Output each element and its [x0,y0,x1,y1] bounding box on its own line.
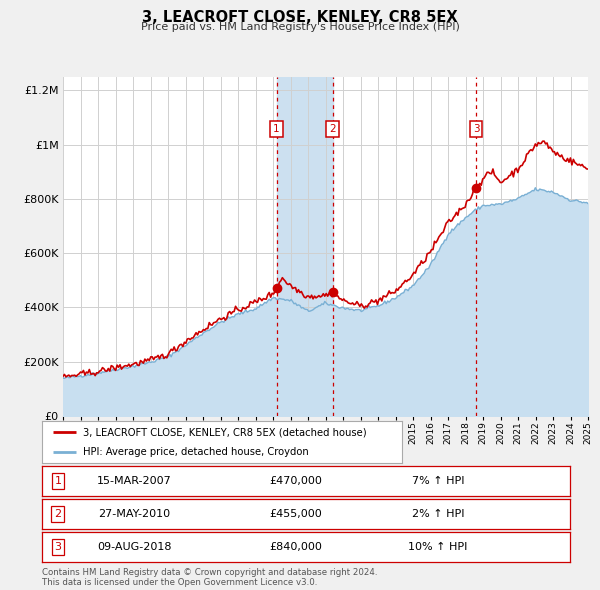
Text: Price paid vs. HM Land Registry's House Price Index (HPI): Price paid vs. HM Land Registry's House … [140,22,460,32]
Text: 3: 3 [473,124,479,135]
Text: 10% ↑ HPI: 10% ↑ HPI [409,542,467,552]
Text: 2% ↑ HPI: 2% ↑ HPI [412,509,464,519]
Text: HPI: Average price, detached house, Croydon: HPI: Average price, detached house, Croy… [83,447,309,457]
Text: 15-MAR-2007: 15-MAR-2007 [97,476,172,486]
Text: 3, LEACROFT CLOSE, KENLEY, CR8 5EX (detached house): 3, LEACROFT CLOSE, KENLEY, CR8 5EX (deta… [83,427,367,437]
Text: 1: 1 [273,124,280,135]
Text: 3, LEACROFT CLOSE, KENLEY, CR8 5EX: 3, LEACROFT CLOSE, KENLEY, CR8 5EX [142,10,458,25]
Text: 2: 2 [329,124,336,135]
Text: £840,000: £840,000 [269,542,322,552]
Text: 09-AUG-2018: 09-AUG-2018 [97,542,172,552]
Text: 27-MAY-2010: 27-MAY-2010 [98,509,170,519]
Text: 1: 1 [55,476,61,486]
Text: £470,000: £470,000 [269,476,322,486]
Text: 7% ↑ HPI: 7% ↑ HPI [412,476,464,486]
Text: 3: 3 [55,542,61,552]
Text: £455,000: £455,000 [269,509,322,519]
Bar [277,77,332,416]
Text: Contains HM Land Registry data © Crown copyright and database right 2024.
This d: Contains HM Land Registry data © Crown c… [42,568,377,587]
Text: 2: 2 [54,509,61,519]
